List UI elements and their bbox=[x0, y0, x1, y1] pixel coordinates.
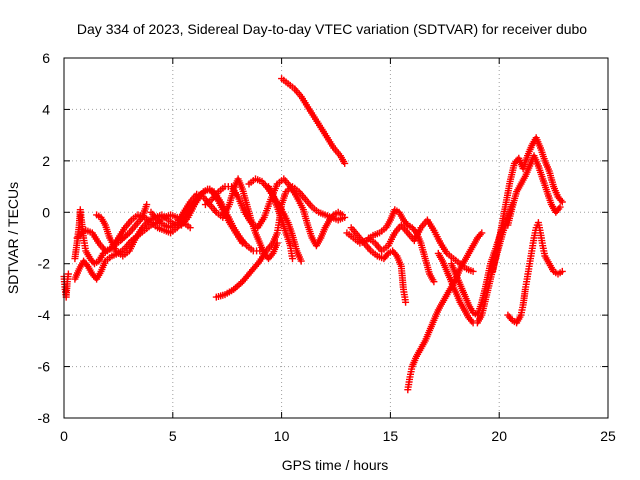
data-point-markers bbox=[504, 152, 564, 229]
y-tick-label: -6 bbox=[38, 359, 51, 375]
series-trace-11 bbox=[278, 75, 349, 167]
axis-ticks: 0 5 10 15 20 25 -8 -6 -4 -2 0 2 4 6 bbox=[38, 50, 616, 444]
x-tick-label: 25 bbox=[600, 428, 616, 444]
y-tick-label: 4 bbox=[42, 101, 50, 117]
series-trace-20 bbox=[504, 219, 566, 327]
x-tick-label: 0 bbox=[60, 428, 68, 444]
x-tick-label: 20 bbox=[491, 428, 507, 444]
x-axis-label: GPS time / hours bbox=[282, 457, 389, 473]
plot-frame bbox=[63, 57, 609, 419]
y-axis-label: SDTVAR / TECUs bbox=[5, 182, 21, 294]
data-point-markers bbox=[365, 216, 477, 275]
y-tick-label: 6 bbox=[42, 50, 50, 66]
y-tick-label: -8 bbox=[38, 410, 51, 426]
series-trace-18 bbox=[489, 134, 566, 275]
chart-title: Day 334 of 2023, Sidereal Day-to-day VTE… bbox=[77, 21, 587, 37]
series-trace-10 bbox=[265, 183, 296, 263]
data-series bbox=[60, 75, 566, 394]
y-tick-label: 2 bbox=[42, 153, 50, 169]
x-tick-label: 10 bbox=[274, 428, 290, 444]
series-trace-13 bbox=[347, 224, 410, 306]
data-point-markers bbox=[265, 183, 296, 263]
data-point-markers bbox=[504, 219, 566, 327]
y-tick-label: -4 bbox=[38, 307, 51, 323]
series-trace-14 bbox=[365, 216, 477, 275]
x-tick-label: 15 bbox=[383, 428, 399, 444]
x-tick-label: 5 bbox=[169, 428, 177, 444]
y-tick-label: 0 bbox=[42, 204, 50, 220]
data-point-markers bbox=[278, 75, 349, 167]
data-point-markers bbox=[489, 134, 566, 275]
y-tick-label: -2 bbox=[38, 256, 51, 272]
data-point-markers bbox=[347, 224, 410, 306]
series-trace-19 bbox=[504, 152, 564, 229]
